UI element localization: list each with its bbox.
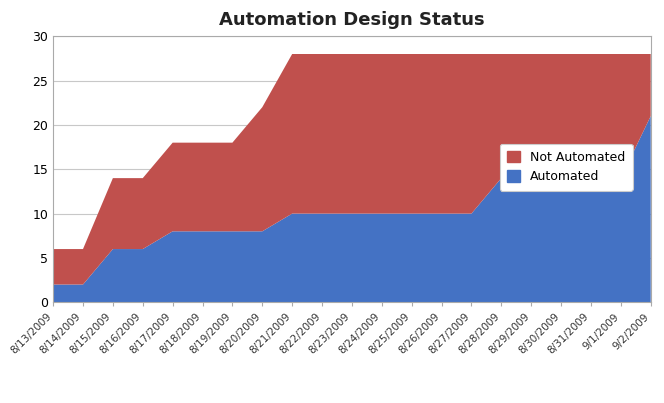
- Legend: Not Automated, Automated: Not Automated, Automated: [500, 143, 633, 191]
- Title: Automation Design Status: Automation Design Status: [219, 11, 485, 29]
